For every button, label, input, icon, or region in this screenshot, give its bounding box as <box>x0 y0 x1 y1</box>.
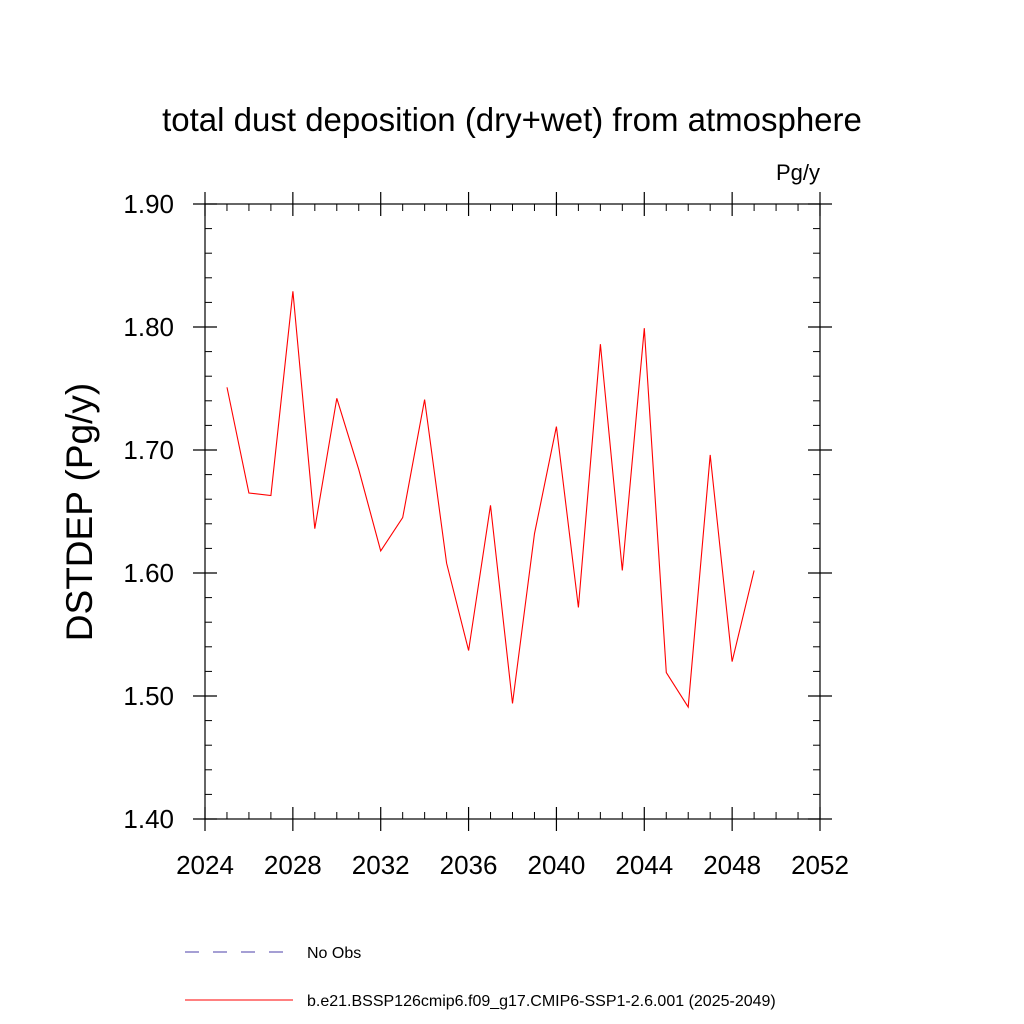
y-tick-label: 1.60 <box>123 558 174 588</box>
legend-label-series: b.e21.BSSP126cmip6.f09_g17.CMIP6-SSP1-2.… <box>307 993 776 1010</box>
series-line <box>226 291 755 709</box>
y-axis-label: DSTDEP (Pg/y) <box>59 383 100 641</box>
legend-label-no-obs: No Obs <box>307 945 361 962</box>
x-tick-label: 2040 <box>528 850 586 880</box>
chart-title: total dust deposition (dry+wet) from atm… <box>162 101 862 138</box>
y-axis: 1.40 1.50 1.60 1.70 1.80 1.90 <box>123 189 832 834</box>
x-tick-label: 2024 <box>176 850 234 880</box>
y-tick-label: 1.90 <box>123 189 174 219</box>
x-tick-label: 2036 <box>440 850 498 880</box>
x-axis: 2024 2028 2032 2036 2040 2044 2048 2052 <box>176 192 849 880</box>
y-tick-label: 1.70 <box>123 435 174 465</box>
x-tick-label: 2044 <box>615 850 673 880</box>
x-tick-label: 2048 <box>703 850 761 880</box>
x-tick-label: 2052 <box>791 850 849 880</box>
plot-frame <box>204 203 821 820</box>
y-tick-label: 1.50 <box>123 681 174 711</box>
y-tick-label: 1.80 <box>123 312 174 342</box>
units-label: Pg/y <box>776 160 820 185</box>
legend: No Obs b.e21.BSSP126cmip6.f09_g17.CMIP6-… <box>185 945 776 1010</box>
series-layer <box>226 291 755 709</box>
x-tick-label: 2028 <box>264 850 322 880</box>
x-tick-label: 2032 <box>352 850 410 880</box>
y-tick-label: 1.40 <box>123 804 174 834</box>
